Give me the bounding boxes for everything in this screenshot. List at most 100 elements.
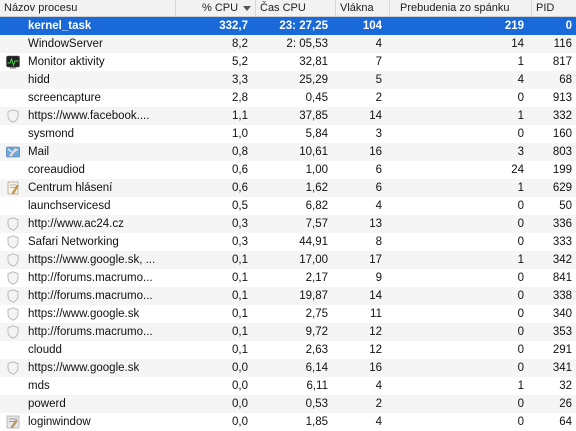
threads-cell: 6 [375, 182, 382, 194]
table-row[interactable]: http://forums.macrumo... 0,1 9,72 12 0 353 [0, 323, 576, 341]
cpu-time-cell: 6,11 [306, 380, 328, 392]
cpu-time-cell: 37,85 [299, 110, 328, 122]
pid-cell: 199 [552, 164, 572, 176]
cpu-percent-cell: 0,0 [232, 380, 248, 392]
cpu-percent-cell: 5,2 [232, 56, 248, 68]
threads-cell: 17 [369, 254, 382, 266]
blank-icon [6, 199, 20, 213]
table-row[interactable]: sysmond 1,0 5,84 3 0 160 [0, 125, 576, 143]
blank-icon [6, 73, 20, 87]
cpu-percent-cell: 0,1 [232, 290, 248, 302]
table-row[interactable]: https://www.google.sk 0,1 2,75 11 0 340 [0, 305, 576, 323]
threads-cell: 5 [375, 74, 382, 86]
process-name: screencapture [28, 92, 101, 104]
cpu-time-cell: 6,82 [305, 200, 328, 212]
cpu-percent-cell: 0,6 [232, 164, 248, 176]
cpu-time-cell: 25,29 [299, 74, 328, 86]
process-name: Centrum hlásení [28, 182, 113, 194]
cpu-percent-cell: 0,0 [232, 398, 248, 410]
column-header-threads[interactable]: Vlákna [336, 0, 390, 16]
blank-icon [6, 343, 20, 357]
idle-wakeups-cell: 0 [517, 92, 524, 104]
column-header-idle-wakeups[interactable]: Prebudenia zo spánku [390, 0, 532, 16]
table-row[interactable]: powerd 0,0 0,53 2 0 26 [0, 395, 576, 413]
table-row[interactable]: http://forums.macrumo... 0,1 2,17 9 0 841 [0, 269, 576, 287]
table-row[interactable]: https://www.google.sk, ... 0,1 17,00 17 1 342 [0, 251, 576, 269]
threads-cell: 4 [375, 380, 382, 392]
table-row[interactable]: screencapture 2,8 0,45 2 0 913 [0, 89, 576, 107]
cpu-time-cell: 0,53 [305, 398, 328, 410]
table-row[interactable]: kernel_task 332,7 23: 27,25 104 219 0 [0, 17, 576, 35]
column-header-cpu[interactable]: % CPU [176, 0, 256, 16]
table-row[interactable]: https://www.facebook.... 1,1 37,85 14 1 332 [0, 107, 576, 125]
idle-wakeups-cell: 219 [504, 20, 524, 32]
table-row[interactable]: coreaudiod 0,6 1,00 6 24 199 [0, 161, 576, 179]
cpu-percent-cell: 0,0 [232, 416, 248, 428]
cpu-time-cell: 44,91 [299, 236, 328, 248]
idle-wakeups-cell: 0 [517, 128, 524, 140]
table-row[interactable]: cloudd 0,1 2,63 12 0 291 [0, 341, 576, 359]
threads-cell: 16 [369, 362, 382, 374]
cpu-percent-cell: 0,1 [232, 254, 248, 266]
table-row[interactable]: Safari Networking 0,3 44,91 8 0 333 [0, 233, 576, 251]
table-row[interactable]: Mail 0,8 10,61 16 3 803 [0, 143, 576, 161]
cpu-percent-cell: 0,3 [232, 218, 248, 230]
cpu-time-cell: 19,87 [299, 290, 328, 302]
process-name: http://forums.macrumo... [28, 272, 153, 284]
cpu-percent-cell: 0,6 [232, 182, 248, 194]
table-row[interactable]: http://www.ac24.cz 0,3 7,57 13 0 336 [0, 215, 576, 233]
table-row[interactable]: launchservicesd 0,5 6,82 4 0 50 [0, 197, 576, 215]
process-name: Mail [28, 146, 50, 158]
idle-wakeups-cell: 0 [517, 290, 524, 302]
blank-icon [6, 91, 20, 105]
process-name: http://forums.macrumo... [28, 290, 153, 302]
pid-cell: 116 [553, 38, 572, 50]
cpu-percent-cell: 2,8 [232, 92, 248, 104]
table-row[interactable]: loginwindow 0,0 1,85 4 0 64 [0, 413, 576, 431]
threads-cell: 4 [375, 38, 382, 50]
cpu-time-cell: 0,45 [305, 92, 328, 104]
idle-wakeups-cell: 0 [517, 200, 524, 212]
process-name-cell: Safari Networking [0, 233, 176, 251]
table-row[interactable]: https://www.google.sk 0,0 6,14 16 0 341 [0, 359, 576, 377]
cpu-time-cell: 2,75 [305, 308, 328, 320]
threads-cell: 4 [375, 200, 382, 212]
table-body: kernel_task 332,7 23: 27,25 104 219 0 WindowSe… [0, 17, 576, 431]
cpu-percent-cell: 0,8 [232, 146, 248, 158]
column-header-pid[interactable]: PID [536, 2, 555, 14]
cpu-percent-cell: 0,0 [232, 362, 248, 374]
pid-cell: 353 [552, 326, 572, 338]
cpu-percent-cell: 8,2 [232, 38, 248, 50]
process-name-cell: WindowServer [0, 35, 176, 53]
table-row[interactable]: http://forums.macrumo... 0,1 19,87 14 0 338 [0, 287, 576, 305]
column-header-name[interactable]: Názov procesu [0, 0, 176, 16]
column-header-cpu-time[interactable]: Čas CPU [256, 0, 336, 16]
process-name: https://www.google.sk, ... [28, 254, 156, 266]
idle-wakeups-cell: 1 [517, 182, 524, 194]
pid-cell: 0 [565, 20, 572, 32]
table-header: Názov procesu % CPU Čas CPU Vlákna Prebu… [0, 0, 576, 17]
shield-icon [6, 325, 20, 339]
cpu-time-cell: 6,14 [305, 362, 328, 374]
table-row[interactable]: hidd 3,3 25,29 5 4 68 [0, 71, 576, 89]
threads-cell: 4 [375, 416, 382, 428]
process-name: coreaudiod [28, 164, 85, 176]
pid-cell: 336 [552, 218, 572, 230]
shield-icon [6, 289, 20, 303]
process-name-cell: coreaudiod [0, 161, 176, 179]
pid-cell: 913 [552, 92, 572, 104]
process-name: https://www.facebook.... [28, 110, 150, 122]
threads-cell: 9 [375, 272, 382, 284]
table-row[interactable]: mds 0,0 6,11 4 1 32 [0, 377, 576, 395]
process-name-cell: Centrum hlásení [0, 179, 176, 197]
table-row[interactable]: Centrum hlásení 0,6 1,62 6 1 629 [0, 179, 576, 197]
table-row[interactable]: WindowServer 8,2 2: 05,53 4 14 116 [0, 35, 576, 53]
idle-wakeups-cell: 0 [517, 344, 524, 356]
shield-icon [6, 307, 20, 321]
idle-wakeups-cell: 1 [517, 56, 524, 68]
process-name: mds [28, 380, 50, 392]
table-row[interactable]: Monitor aktivity 5,2 32,81 7 1 817 [0, 53, 576, 71]
pid-cell: 333 [552, 236, 572, 248]
process-name-cell: kernel_task [0, 17, 176, 35]
